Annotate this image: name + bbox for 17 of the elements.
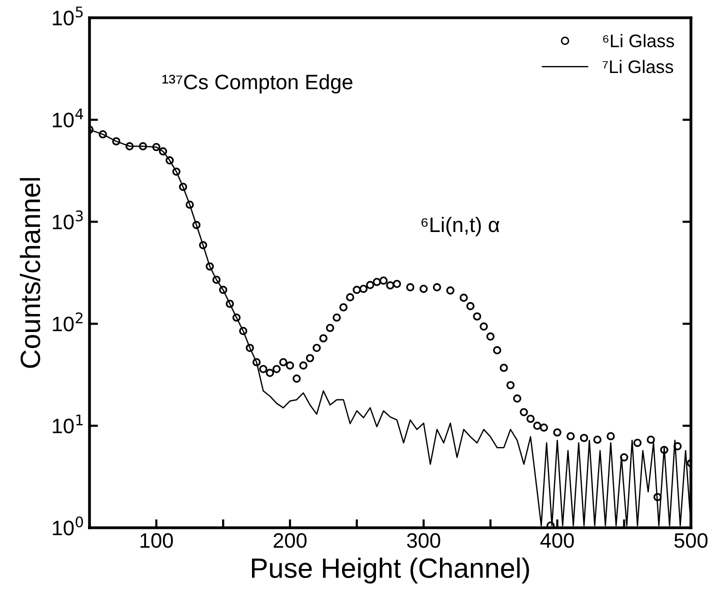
x-tick-label: 500 [674, 533, 708, 548]
annotation: ⁶Li(n,t) α [422, 216, 500, 236]
x-axis-title: Puse Height (Channel) [252, 558, 530, 584]
x-tick-label: 400 [540, 533, 574, 548]
y-tick-label: 10$^{3}$ [52, 210, 83, 230]
annotation: ¹³⁷Cs Compton Edge [162, 74, 352, 94]
x-tick-label: 100 [140, 533, 173, 548]
y-tick-label: 10$^{1}$ [52, 414, 83, 434]
x-tick-label: 200 [274, 533, 307, 548]
y-tick-label: 10$^{2}$ [52, 312, 82, 332]
y-tick-label: 10$^{0}$ [52, 516, 83, 536]
y-tick-label: 10$^{5}$ [52, 6, 83, 26]
legend-label: ⁶Li Glass [603, 34, 674, 48]
x-tick-label: 300 [407, 533, 440, 548]
legend-label: ⁷Li Glass [602, 60, 674, 74]
y-tick-label: 10$^{4}$ [52, 108, 84, 128]
y-axis-title: Counts/channel [20, 178, 40, 368]
